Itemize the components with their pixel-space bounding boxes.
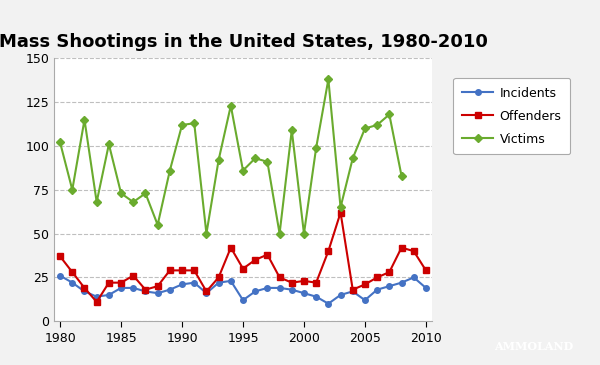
Incidents [301,291,308,295]
Offenders [93,300,100,304]
Victims [264,160,271,164]
Incidents [349,289,356,293]
Incidents [251,289,259,293]
Incidents [93,295,100,299]
Offenders [410,249,418,253]
Victims [251,156,259,161]
Incidents [81,289,88,293]
Incidents [203,291,210,295]
Offenders [81,286,88,290]
Victims [325,77,332,82]
Victims [93,200,100,204]
Title: Mass Shootings in the United States, 1980-2010: Mass Shootings in the United States, 198… [0,33,487,51]
Victims [68,188,76,192]
Offenders [215,275,222,280]
Incidents [386,284,393,288]
Offenders [386,270,393,274]
Incidents [166,288,173,292]
Offenders [349,288,356,292]
Victims [361,126,368,131]
Offenders [251,258,259,262]
Offenders [361,282,368,287]
Offenders [56,254,64,258]
Offenders [374,275,381,280]
Victims [313,146,320,150]
Line: Incidents: Incidents [58,273,428,307]
Victims [191,121,198,126]
Incidents [325,301,332,306]
Offenders [105,280,112,285]
Incidents [374,288,381,292]
Offenders [191,268,198,273]
Offenders [154,284,161,288]
Incidents [313,295,320,299]
Text: AMMOLAND: AMMOLAND [494,341,574,352]
Offenders [178,268,185,273]
Incidents [215,280,222,285]
Offenders [239,266,247,271]
Incidents [56,273,64,278]
Incidents [191,280,198,285]
Victims [81,118,88,122]
Incidents [288,288,295,292]
Offenders [142,288,149,292]
Offenders [288,280,295,285]
Victims [349,156,356,161]
Victims [239,168,247,173]
Incidents [142,289,149,293]
Victims [130,200,137,204]
Offenders [301,279,308,283]
Offenders [398,245,405,250]
Incidents [361,298,368,302]
Victims [301,231,308,236]
Incidents [227,279,235,283]
Victims [227,104,235,108]
Offenders [264,253,271,257]
Offenders [130,273,137,278]
Incidents [276,286,283,290]
Victims [215,158,222,162]
Incidents [264,286,271,290]
Incidents [68,280,76,285]
Offenders [118,280,125,285]
Legend: Incidents, Offenders, Victims: Incidents, Offenders, Victims [454,78,570,154]
Incidents [130,286,137,290]
Offenders [337,210,344,215]
Incidents [422,286,430,290]
Incidents [398,280,405,285]
Incidents [337,293,344,297]
Victims [203,231,210,236]
Victims [374,123,381,127]
Offenders [68,270,76,274]
Offenders [227,245,235,250]
Victims [105,142,112,146]
Victims [178,123,185,127]
Victims [288,128,295,132]
Offenders [325,249,332,253]
Victims [276,231,283,236]
Offenders [276,275,283,280]
Line: Offenders: Offenders [58,210,428,305]
Victims [337,205,344,210]
Victims [166,168,173,173]
Incidents [178,282,185,287]
Offenders [203,289,210,293]
Victims [154,223,161,227]
Offenders [166,268,173,273]
Incidents [410,275,418,280]
Victims [118,191,125,196]
Victims [142,191,149,196]
Incidents [239,298,247,302]
Victims [398,174,405,178]
Incidents [118,286,125,290]
Offenders [422,268,430,273]
Offenders [313,280,320,285]
Line: Victims: Victims [58,77,404,237]
Incidents [154,291,161,295]
Incidents [105,293,112,297]
Victims [56,140,64,145]
Victims [386,112,393,117]
